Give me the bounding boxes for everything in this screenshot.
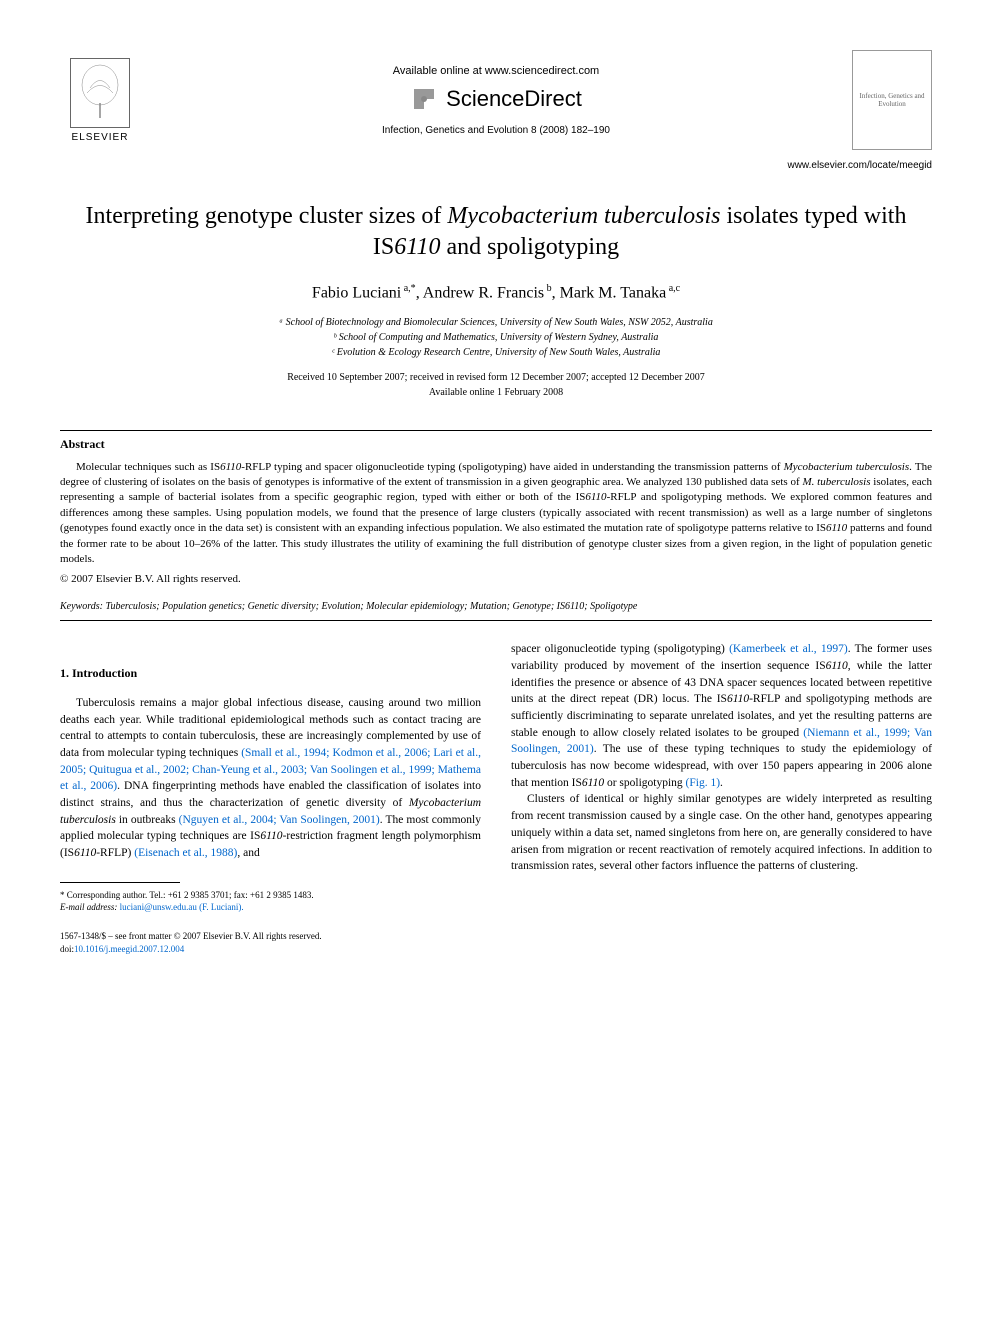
elsevier-label: ELSEVIER	[72, 132, 129, 143]
corresponding-author-footnote: * Corresponding author. Tel.: +61 2 9385…	[60, 889, 481, 902]
front-matter-line: 1567-1348/$ – see front matter © 2007 El…	[60, 930, 481, 943]
dates-online: Available online 1 February 2008	[60, 385, 932, 400]
divider-top	[60, 430, 932, 431]
title-italic1: Mycobacterium tuberculosis	[447, 203, 720, 229]
sciencedirect-row: ScienceDirect	[140, 85, 852, 113]
abstract-heading: Abstract	[60, 437, 932, 452]
email-label: E-mail address:	[60, 902, 117, 912]
section-heading-intro: 1. Introduction	[60, 665, 481, 682]
journal-cover-text: Infection, Genetics and Evolution	[857, 92, 927, 108]
figure-link[interactable]: (Fig. 1)	[686, 777, 721, 789]
keywords: Keywords: Tuberculosis; Population genet…	[60, 601, 932, 612]
journal-reference: Infection, Genetics and Evolution 8 (200…	[140, 125, 852, 136]
article-title: Interpreting genotype cluster sizes of M…	[60, 201, 932, 263]
citation-link[interactable]: (Niemann et al., 1999; Van Soolingen, 20…	[511, 727, 932, 756]
email-link[interactable]: luciani@unsw.edu.au (F. Luciani).	[117, 902, 243, 912]
divider-bottom	[60, 620, 932, 621]
affiliation-c: ᶜ Evolution & Ecology Research Centre, U…	[60, 345, 932, 360]
elsevier-logo: ELSEVIER	[60, 50, 140, 150]
abstract-copyright: © 2007 Elsevier B.V. All rights reserved…	[60, 573, 932, 585]
intro-paragraph-1: Tuberculosis remains a major global infe…	[60, 695, 481, 862]
elsevier-tree-icon	[70, 58, 130, 128]
doi-line: doi:10.1016/j.meegid.2007.12.004	[60, 943, 481, 956]
body-columns: 1. Introduction Tuberculosis remains a m…	[60, 641, 932, 955]
affiliation-b: ᵇ School of Computing and Mathematics, U…	[60, 330, 932, 345]
affiliations: ᵃ School of Biotechnology and Biomolecul…	[60, 315, 932, 360]
available-online-text: Available online at www.sciencedirect.co…	[140, 65, 852, 77]
footnote-divider	[60, 882, 180, 883]
dates-received: Received 10 September 2007; received in …	[60, 370, 932, 385]
header-row: ELSEVIER Available online at www.science…	[60, 50, 932, 150]
article-dates: Received 10 September 2007; received in …	[60, 370, 932, 400]
doi-link[interactable]: 10.1016/j.meegid.2007.12.004	[74, 944, 184, 954]
keywords-text: Tuberculosis; Population genetics; Genet…	[103, 601, 637, 612]
authors: Fabio Luciani a,*, Andrew R. Francis b, …	[60, 283, 932, 302]
title-italic2: 6110	[394, 234, 440, 260]
intro-paragraph-1-cont: spacer oligonucleotide typing (spoligoty…	[511, 641, 932, 791]
email-footnote: E-mail address: luciani@unsw.edu.au (F. …	[60, 901, 481, 914]
sciencedirect-icon	[410, 85, 438, 113]
journal-cover-icon: Infection, Genetics and Evolution	[852, 50, 932, 150]
citation-link[interactable]: (Eisenach et al., 1988)	[134, 847, 237, 859]
journal-url[interactable]: www.elsevier.com/locate/meegid	[60, 160, 932, 171]
sciencedirect-label: ScienceDirect	[446, 86, 582, 112]
keywords-label: Keywords:	[60, 601, 103, 612]
column-right: spacer oligonucleotide typing (spoligoty…	[511, 641, 932, 955]
title-part1: Interpreting genotype cluster sizes of	[86, 203, 448, 229]
intro-paragraph-2: Clusters of identical or highly similar …	[511, 791, 932, 874]
citation-link[interactable]: (Kamerbeek et al., 1997)	[729, 643, 848, 655]
citation-link[interactable]: (Nguyen et al., 2004; Van Soolingen, 200…	[179, 814, 380, 826]
citation-link[interactable]: (Small et al., 1994; Kodmon et al., 2006…	[60, 747, 481, 792]
column-left: 1. Introduction Tuberculosis remains a m…	[60, 641, 481, 955]
title-part3: and spoligotyping	[440, 234, 619, 260]
center-header: Available online at www.sciencedirect.co…	[140, 65, 852, 136]
affiliation-a: ᵃ School of Biotechnology and Biomolecul…	[60, 315, 932, 330]
abstract-text: Molecular techniques such as IS6110-RFLP…	[60, 460, 932, 568]
